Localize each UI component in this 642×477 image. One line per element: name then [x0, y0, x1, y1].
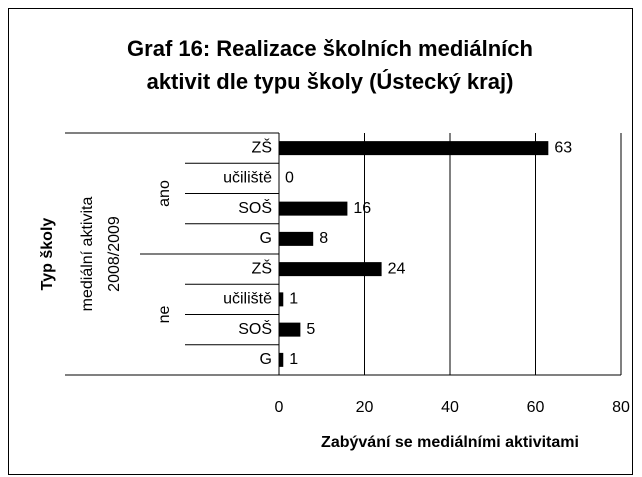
value-label: 1	[289, 291, 298, 308]
x-tick-label: 0	[275, 399, 284, 416]
chart-frame	[8, 8, 633, 475]
group-label: ano	[156, 180, 173, 207]
y-tick-label: G	[260, 230, 272, 247]
value-label: 63	[554, 139, 572, 156]
value-label: 1	[289, 351, 298, 368]
bar	[279, 352, 284, 367]
bar	[279, 322, 301, 337]
value-label: 16	[353, 200, 371, 217]
chart-title: Graf 16: Realizace školních mediálních	[127, 36, 533, 61]
value-label: 5	[306, 321, 315, 338]
y-tick-label: ZŠ	[252, 258, 272, 277]
group-axis-title: 2008/2009	[106, 216, 123, 292]
bar	[279, 141, 549, 156]
group-axis-title: mediální aktivita	[79, 197, 96, 312]
x-tick-label: 80	[612, 399, 630, 416]
y-tick-label: ZŠ	[252, 137, 272, 156]
value-label: 24	[388, 260, 406, 277]
y-tick-label: G	[260, 351, 272, 368]
x-tick-label: 60	[527, 399, 545, 416]
chart-title: aktivit dle typu školy (Ústecký kraj)	[147, 69, 514, 94]
y-tick-label: učiliště	[223, 170, 272, 187]
y-tick-label: učiliště	[223, 291, 272, 308]
x-tick-label: 20	[356, 399, 374, 416]
bar	[279, 292, 284, 307]
x-tick-label: 40	[441, 399, 459, 416]
value-label: 8	[319, 230, 328, 247]
value-label: 0	[285, 170, 294, 187]
group-label: ne	[156, 306, 173, 324]
x-axis-title: Zabývání se mediálními aktivitami	[321, 434, 579, 451]
bar	[279, 201, 348, 216]
y-tick-label: SOŠ	[238, 198, 272, 217]
y-axis-title: Typ školy	[39, 218, 56, 291]
bar	[279, 262, 382, 277]
y-tick-label: SOŠ	[238, 319, 272, 338]
bar	[279, 231, 314, 246]
